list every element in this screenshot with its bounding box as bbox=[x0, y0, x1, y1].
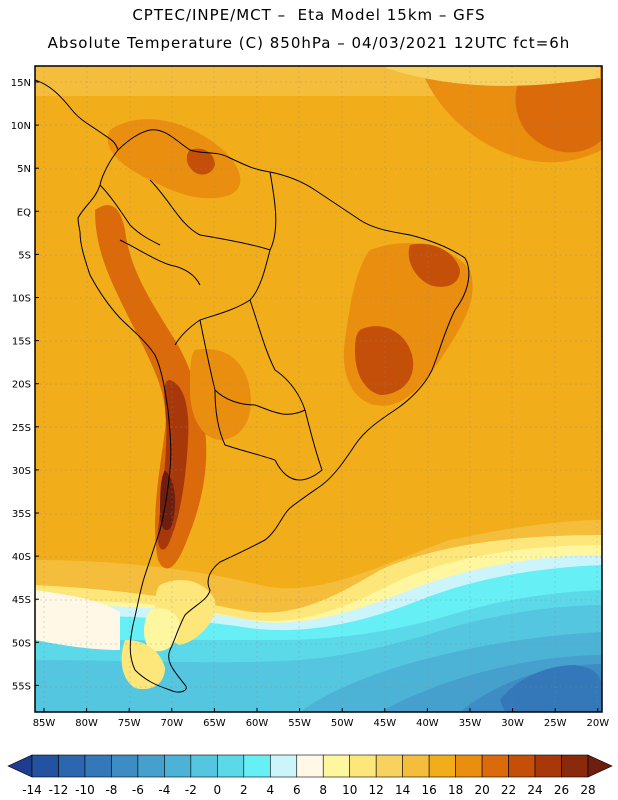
lat-label: 40S bbox=[12, 552, 31, 563]
lon-label: 30W bbox=[501, 718, 524, 729]
lon-label: 65W bbox=[203, 718, 226, 729]
colorbar-segment bbox=[508, 754, 536, 778]
colorbar-label: 8 bbox=[319, 783, 327, 797]
lon-label: 80W bbox=[75, 718, 98, 729]
colorbar-segment bbox=[561, 754, 589, 778]
colorbar-segment bbox=[31, 754, 59, 778]
lat-label: 25S bbox=[12, 423, 31, 434]
colorbar-label: -4 bbox=[158, 783, 170, 797]
colorbar-segment bbox=[349, 754, 377, 778]
colorbar-label: 10 bbox=[342, 783, 357, 797]
colorbar-label: 22 bbox=[501, 783, 516, 797]
chart-title-line1: CPTEC/INPE/MCT – Eta Model 15km – GFS bbox=[132, 6, 486, 24]
lat-label: 45S bbox=[12, 595, 31, 606]
lon-label: 70W bbox=[160, 718, 183, 729]
colorbar-segment bbox=[217, 754, 245, 778]
colorbar-segment bbox=[58, 754, 86, 778]
colorbar-segment bbox=[296, 754, 324, 778]
colorbar-label: 16 bbox=[422, 783, 437, 797]
colorbar-label: 0 bbox=[214, 783, 222, 797]
colorbar-segment bbox=[269, 754, 298, 778]
lat-label: 55S bbox=[12, 681, 31, 692]
lat-label: 30S bbox=[12, 466, 31, 477]
lon-label: 20W bbox=[586, 718, 609, 729]
colorbar: -14 -12 -10 -8 -6 -4 -2 0 2 4 6 8 10 12 14 16 18 20 22 24 26… bbox=[7, 754, 613, 797]
lat-label: 5S bbox=[18, 250, 31, 261]
lat-label: 50S bbox=[12, 638, 31, 649]
colorbar-label: 28 bbox=[580, 783, 595, 797]
colorbar-label: 20 bbox=[474, 783, 489, 797]
colorbar-segment bbox=[243, 754, 271, 778]
colorbar-label: 6 bbox=[293, 783, 301, 797]
colorbar-segment bbox=[428, 754, 456, 778]
colorbar-segment bbox=[137, 754, 165, 778]
colorbar-over bbox=[587, 754, 613, 778]
chart-title-line2: Absolute Temperature (C) 850hPa – 04/03/… bbox=[47, 34, 571, 52]
lon-label: 85W bbox=[33, 718, 56, 729]
lon-label: 45W bbox=[373, 718, 396, 729]
lon-label: 40W bbox=[416, 718, 439, 729]
colorbar-label: 26 bbox=[554, 783, 569, 797]
colorbar-label: -2 bbox=[185, 783, 197, 797]
colorbar-label: -12 bbox=[49, 783, 69, 797]
colorbar-label: -6 bbox=[132, 783, 144, 797]
colorbar-label: -14 bbox=[22, 783, 42, 797]
colorbar-segment bbox=[164, 754, 192, 778]
colorbar-label: -10 bbox=[75, 783, 95, 797]
lon-label: 35W bbox=[459, 718, 482, 729]
colorbar-segment bbox=[190, 754, 218, 778]
colorbar-segment bbox=[534, 754, 562, 778]
longitude-labels: 85W 80W 75W 70W 65W 60W 55W 50W 45W 40W 35W 30W 25W 2… bbox=[33, 708, 609, 729]
lon-label: 60W bbox=[246, 718, 269, 729]
colorbar-label: 2 bbox=[240, 783, 248, 797]
lon-label: 55W bbox=[288, 718, 311, 729]
lat-label: 15N bbox=[11, 78, 31, 89]
temperature-field bbox=[35, 66, 602, 712]
colorbar-segment bbox=[402, 754, 430, 778]
colorbar-label: 12 bbox=[369, 783, 384, 797]
lat-label: 5N bbox=[17, 164, 31, 175]
colorbar-segment bbox=[455, 754, 483, 778]
lon-label: 25W bbox=[544, 718, 567, 729]
colorbar-label: 14 bbox=[395, 783, 410, 797]
colorbar-label: 4 bbox=[266, 783, 274, 797]
colorbar-segment bbox=[375, 754, 403, 778]
colorbar-label: 18 bbox=[448, 783, 463, 797]
lat-label: 10S bbox=[12, 294, 31, 305]
lat-label: EQ bbox=[17, 207, 31, 218]
colorbar-segment bbox=[84, 754, 112, 778]
lon-label: 50W bbox=[331, 718, 354, 729]
lat-label: 10N bbox=[11, 121, 31, 132]
colorbar-segment bbox=[322, 754, 351, 778]
colorbar-label: 24 bbox=[527, 783, 542, 797]
lat-label: 35S bbox=[12, 509, 31, 520]
colorbar-under bbox=[7, 754, 33, 778]
map-frame bbox=[34, 65, 603, 713]
colorbar-segment bbox=[481, 754, 509, 778]
colorbar-segment bbox=[111, 754, 139, 778]
lat-label: 20S bbox=[12, 380, 31, 391]
coastlines bbox=[35, 79, 470, 693]
colorbar-label: -8 bbox=[105, 783, 117, 797]
lon-label: 75W bbox=[118, 718, 141, 729]
latitude-labels: 15N 10N 5N EQ 5S 10S 15S 20S 25S 30S 35S 40S 45S 50S 5… bbox=[11, 78, 39, 692]
lat-label: 15S bbox=[12, 337, 31, 348]
